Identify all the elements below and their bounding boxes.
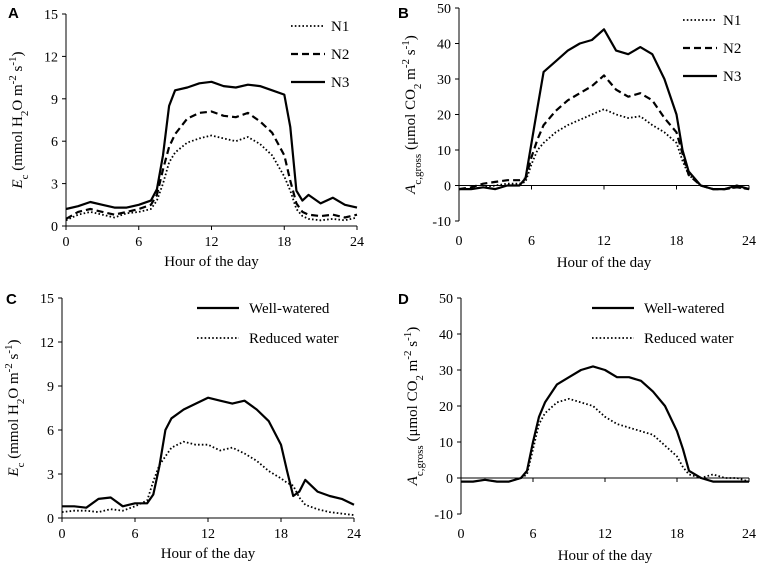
x-tick-label: 0 [456, 234, 463, 249]
series-line-reduced-water [61, 440, 355, 516]
panel-d: D -10 0 10 20 30 40 50 0 6 12 18 24 Hour of the day Ac… [398, 291, 756, 564]
y-tick-label: -10 [434, 508, 453, 523]
series-line-n2 [458, 74, 750, 191]
y-tick-label: 30 [437, 73, 451, 88]
series-line-n1 [65, 134, 358, 222]
y-tick-label: 12 [44, 50, 58, 65]
series-line-well-watered [62, 396, 355, 509]
y-tick-label: 20 [439, 400, 453, 415]
x-tick-label: 18 [277, 235, 291, 250]
x-tick-label: 12 [201, 527, 215, 542]
y-tick-label: 0 [51, 220, 58, 235]
y-tick-label: 15 [40, 292, 54, 307]
panel-label: C [6, 291, 17, 308]
legend-label: Well-watered [249, 301, 330, 317]
y-tick-label: 0 [47, 512, 54, 527]
y-tick-label: 3 [47, 468, 54, 483]
y-tick-label: 20 [437, 109, 451, 124]
x-tick-label: 24 [347, 527, 361, 542]
series-line-n3 [65, 80, 358, 211]
legend-label: N2 [331, 47, 349, 63]
x-tick-label: 0 [63, 235, 70, 250]
y-tick-label: 50 [437, 2, 451, 17]
series-line-well-watered [461, 365, 749, 483]
y-tick-label: 0 [444, 180, 451, 195]
y-tick-label: 10 [437, 144, 451, 159]
panel-label: A [8, 5, 19, 22]
x-axis-label: Hour of the day [161, 546, 256, 562]
y-tick-label: 50 [439, 292, 453, 307]
panel-c: C 0 3 6 9 12 15 0 6 12 18 24 Hour of the day Ec (mmol… [3, 291, 361, 562]
panel-label: B [398, 5, 409, 22]
x-tick-label: 6 [530, 527, 537, 542]
x-tick-label: 24 [742, 234, 756, 249]
y-tick-label: 0 [446, 472, 453, 487]
legend-label: Well-watered [644, 301, 725, 317]
y-tick-label: 40 [437, 38, 451, 53]
x-tick-label: 6 [528, 234, 535, 249]
panel-label: D [398, 291, 409, 308]
y-tick-label: 15 [44, 8, 58, 23]
y-axis-label: Ac,gross (μmol CO2 m-2 s-1) [400, 35, 424, 195]
series-line-n2 [65, 110, 358, 220]
x-tick-label: 0 [59, 527, 66, 542]
y-tick-label: 30 [439, 364, 453, 379]
x-axis-label: Hour of the day [164, 254, 259, 270]
x-tick-label: 18 [274, 527, 288, 542]
y-tick-label: 6 [47, 424, 54, 439]
panel-b: B -10 0 10 20 30 40 50 0 6 12 18 24 Hour of the day Ac… [398, 2, 756, 271]
x-tick-label: 6 [132, 527, 139, 542]
series-line-n3 [459, 28, 750, 191]
legend-label: N1 [723, 13, 741, 29]
legend-label: N2 [723, 41, 741, 57]
y-tick-label: 12 [40, 336, 54, 351]
x-tick-label: 12 [597, 234, 611, 249]
y-tick-label: 10 [439, 436, 453, 451]
y-axis-label: Ac,gross (μmol CO2 m-2 s-1) [402, 327, 426, 487]
y-tick-label: 3 [51, 178, 58, 193]
legend-label: Reduced water [644, 331, 734, 347]
x-tick-label: 12 [598, 527, 612, 542]
y-tick-label: 40 [439, 328, 453, 343]
x-tick-label: 24 [350, 235, 364, 250]
panel-a: A 0 3 6 9 12 15 0 6 12 18 24 Hour of the day Ec (mmol… [7, 5, 364, 270]
series-line-reduced-water [461, 397, 750, 483]
x-axis-label: Hour of the day [558, 548, 653, 564]
x-tick-label: 24 [742, 527, 756, 542]
x-tick-label: 12 [205, 235, 219, 250]
y-tick-label: 9 [47, 380, 54, 395]
y-tick-label: 9 [51, 93, 58, 108]
y-axis-label: Ec (mmol H2O m-2 s-1) [3, 339, 27, 477]
series-line-n1 [459, 108, 750, 191]
x-tick-label: 18 [670, 527, 684, 542]
legend-label: N3 [331, 75, 349, 91]
x-axis-label: Hour of the day [557, 255, 652, 271]
y-axis-label: Ec (mmol H2O m-2 s-1) [7, 51, 31, 189]
legend-label: N3 [723, 69, 741, 85]
y-tick-label: 6 [51, 135, 58, 150]
x-tick-label: 18 [670, 234, 684, 249]
y-tick-label: -10 [432, 215, 451, 230]
legend-label: Reduced water [249, 331, 339, 347]
x-tick-label: 0 [458, 527, 465, 542]
x-tick-label: 6 [135, 235, 142, 250]
legend-label: N1 [331, 19, 349, 35]
